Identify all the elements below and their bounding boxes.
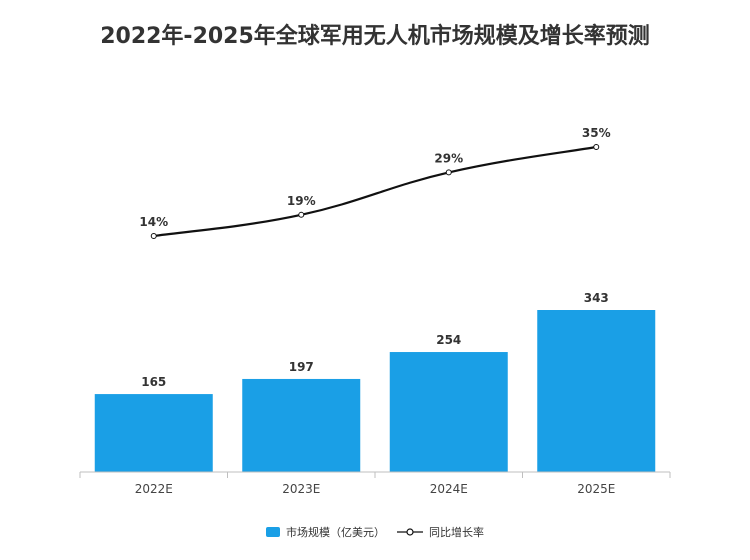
legend-item-bar: 市场规模（亿美元） bbox=[266, 524, 385, 540]
line-point bbox=[150, 233, 157, 239]
x-axis: 2022E 2023E 2024E 2025E bbox=[79, 471, 671, 496]
line-value-label: 14% bbox=[139, 215, 168, 229]
bar-2024E bbox=[389, 352, 508, 472]
bar-value-label: 197 bbox=[289, 360, 314, 374]
bars-layer: 165 197 254 343 bbox=[94, 291, 656, 472]
line-value-label: 19% bbox=[287, 194, 316, 208]
bar-value-label: 254 bbox=[436, 333, 461, 347]
x-tick-label: 2025E bbox=[577, 482, 615, 496]
growth-rate-line bbox=[153, 145, 597, 238]
line-point bbox=[593, 144, 600, 150]
chart-plot: 165 197 254 343 14% 19% 29% 35% 2022E 2023E 2024… bbox=[79, 126, 671, 496]
line-value-label: 29% bbox=[434, 151, 463, 165]
legend-line-label: 同比增长率 bbox=[429, 526, 484, 539]
chart-title: 2022年-2025年全球军用无人机市场规模及增长率预测 bbox=[100, 24, 650, 49]
x-tick-label: 2022E bbox=[135, 482, 173, 496]
line-layer: 14% 19% 29% 35% bbox=[139, 126, 611, 239]
line-value-label: 35% bbox=[582, 126, 611, 140]
bar-2022E bbox=[94, 394, 213, 472]
bar-value-label: 165 bbox=[141, 375, 166, 389]
line-point bbox=[298, 211, 305, 218]
x-tick-label: 2023E bbox=[282, 482, 320, 496]
legend-line-icon bbox=[397, 528, 423, 536]
bar-2023E bbox=[242, 378, 361, 472]
x-tick-label: 2024E bbox=[430, 482, 468, 496]
legend-bar-label: 市场规模（亿美元） bbox=[286, 526, 385, 539]
legend: 市场规模（亿美元） 同比增长率 bbox=[0, 524, 750, 540]
line-point bbox=[445, 169, 452, 176]
legend-item-line: 同比增长率 bbox=[397, 524, 484, 540]
legend-bar-swatch bbox=[266, 527, 280, 537]
bar-2025E bbox=[537, 310, 656, 472]
bar-value-label: 343 bbox=[584, 291, 609, 305]
